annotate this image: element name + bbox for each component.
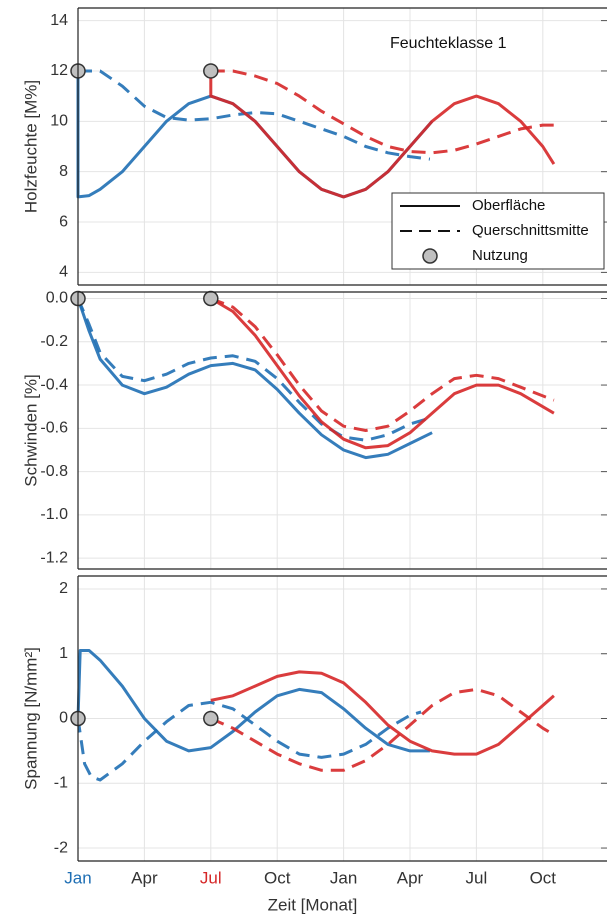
y-tick-label: 10 <box>50 113 68 130</box>
y-axis-label: Schwinden [%] <box>21 374 40 486</box>
data-line <box>78 69 431 161</box>
data-line <box>210 297 555 432</box>
legend: Oberfläche Querschnittsmitte Nutzung <box>391 192 605 270</box>
data-line <box>210 69 554 155</box>
y-tick-label: -0.8 <box>40 463 68 480</box>
data-line <box>76 700 422 782</box>
data-line <box>210 297 555 450</box>
legend-marker <box>422 248 438 264</box>
y-tick-label: 1 <box>59 645 68 662</box>
data-line <box>76 649 430 753</box>
y-tick-label: 0.0 <box>46 290 68 307</box>
data-line <box>210 670 555 756</box>
y-tick-label: -0.6 <box>40 420 68 437</box>
annotation: Feuchteklasse 1 <box>390 35 507 52</box>
y-tick-label: -1.2 <box>40 549 68 566</box>
legend-label: Querschnittsmitte <box>472 222 589 239</box>
y-tick-label: 6 <box>59 213 68 230</box>
y-tick-label: 8 <box>59 163 68 180</box>
y-axis-label: Spannung [N/mm²] <box>21 647 40 790</box>
x-tick-label: Apr <box>131 868 158 887</box>
x-tick-label: Jul <box>200 868 222 887</box>
y-axis-label: Holzfeuchte [M%] <box>21 80 40 213</box>
x-tick-label: Jan <box>330 868 357 887</box>
legend-label: Oberfläche <box>472 197 545 214</box>
usage-marker <box>203 290 219 307</box>
y-tick-label: -1.0 <box>40 506 68 523</box>
usage-marker <box>203 710 219 727</box>
x-tick-label: Jul <box>466 868 488 887</box>
x-axis-label: Zeit [Monat] <box>268 895 358 914</box>
x-tick-label: Oct <box>530 868 557 887</box>
data-line <box>210 687 555 772</box>
legend-label: Nutzung <box>472 247 528 264</box>
y-tick-label: 0 <box>59 710 68 727</box>
y-tick-label: -1 <box>54 774 68 791</box>
y-tick-label: 2 <box>59 580 68 597</box>
x-tick-label: Oct <box>264 868 291 887</box>
y-tick-label: 4 <box>59 264 68 281</box>
data-line <box>209 71 556 199</box>
y-tick-label: 12 <box>50 62 68 79</box>
usage-marker <box>203 63 219 79</box>
x-tick-label: Jan <box>64 868 91 887</box>
x-tick-label: Apr <box>397 868 424 887</box>
y-tick-label: -2 <box>54 839 68 856</box>
plot-area <box>78 292 607 569</box>
y-tick-label: -0.4 <box>40 376 68 393</box>
data-line <box>76 298 433 460</box>
y-tick-label: 14 <box>50 12 68 29</box>
y-tick-label: -0.2 <box>40 333 68 350</box>
